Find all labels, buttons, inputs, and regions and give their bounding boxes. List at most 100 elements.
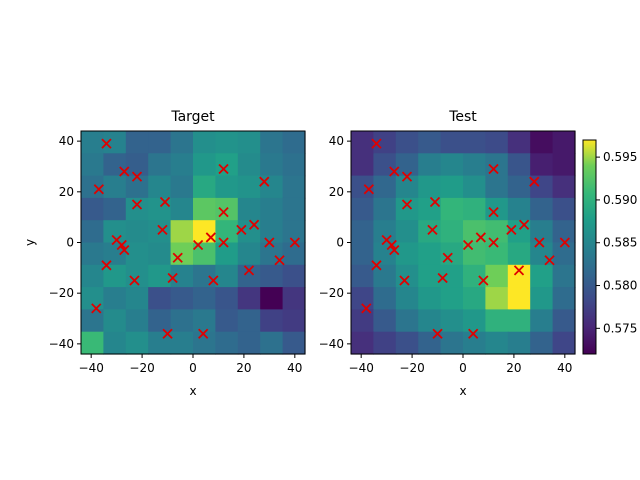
scatter-point (264, 237, 275, 248)
heatmap-cell (373, 220, 397, 244)
heatmap-cell (260, 331, 284, 355)
heatmap-cell (530, 197, 554, 221)
scatter-point (243, 265, 255, 276)
heatmap-cell (125, 131, 149, 154)
heatmap-cell (351, 242, 374, 266)
heatmap-cell (530, 175, 554, 199)
heatmap-cell (507, 242, 531, 266)
scatter-point (101, 260, 112, 271)
heatmap-cell (530, 331, 554, 355)
scatter-point (208, 275, 219, 286)
heatmap-cell (552, 264, 576, 288)
scatter-point (236, 224, 247, 235)
heatmap-cell (125, 309, 149, 333)
heatmap-cell (463, 175, 486, 199)
heatmap-cell (148, 131, 172, 154)
heatmap-cell (170, 220, 194, 244)
heatmap-cell (351, 131, 374, 154)
heatmap-cell (282, 287, 306, 310)
colorbar-tick-label: 0.575 (603, 321, 637, 335)
heatmap-cell (530, 131, 554, 154)
heatmap-cell (282, 309, 306, 333)
heatmap-cell (530, 264, 554, 288)
scatter-point (159, 196, 171, 208)
heatmap-cell (103, 264, 127, 288)
scatter-point (167, 272, 178, 284)
heatmap-cell (440, 309, 464, 333)
heatmap-cell (81, 153, 104, 177)
scatter-point (363, 184, 374, 195)
heatmap-cell (103, 220, 127, 244)
heatmap-cell (125, 287, 149, 310)
heatmap-cell (237, 331, 261, 355)
target-panel: Target −40 −20 0 20 40 −40 −20 0 20 40 x y (23, 109, 306, 398)
scatter-point (371, 260, 382, 271)
heatmap-cell (440, 197, 464, 221)
x-tick-label: −40 (79, 361, 104, 375)
heatmap-cell (282, 264, 306, 288)
heatmap-cell (103, 331, 127, 355)
heatmap-cell (463, 264, 486, 288)
heatmap-cell (260, 153, 284, 177)
heatmap-cell (395, 242, 419, 266)
test-title: Test (448, 109, 477, 125)
heatmap-cell (395, 264, 419, 288)
y-tick-label: 20 (329, 185, 344, 199)
scatter-point (534, 237, 545, 248)
heatmap-cell (395, 197, 419, 221)
heatmap-cell (552, 153, 576, 177)
heatmap-cell (237, 153, 261, 177)
heatmap-cell (81, 331, 104, 355)
heatmap-cell (440, 153, 464, 177)
scatter-point (131, 199, 143, 210)
scatter-point (131, 171, 143, 182)
scatter-point (192, 239, 204, 251)
heatmap-cell (260, 287, 284, 310)
scatter-point (437, 272, 448, 284)
heatmap-cell (552, 197, 576, 221)
heatmap-cell (395, 309, 419, 333)
heatmap-cell (351, 331, 374, 355)
heatmap-cell (485, 287, 509, 310)
heatmap-cell (215, 287, 239, 310)
heatmap-cell (351, 220, 374, 244)
heatmap-cell (440, 220, 464, 244)
heatmap-cell (81, 242, 104, 266)
heatmap-cell (193, 309, 216, 333)
heatmap-cell (170, 153, 194, 177)
heatmap-cell (148, 287, 172, 310)
y-tick-label: 20 (59, 185, 74, 199)
y-tick-label: 40 (329, 134, 344, 148)
heatmap-cell (170, 287, 194, 310)
heatmap-cell (373, 309, 397, 333)
heatmap-cell (552, 287, 576, 310)
heatmap-cell (373, 264, 397, 288)
heatmap-cell (193, 287, 216, 310)
heatmap-cell (148, 175, 172, 199)
test-xlabel: x (459, 384, 466, 398)
scatter-point (119, 244, 130, 256)
scatter-point (218, 206, 229, 218)
heatmap-cell (103, 287, 127, 310)
heatmap-cell (418, 131, 442, 154)
heatmap-cell (282, 331, 306, 355)
heatmap-cell (507, 331, 531, 355)
colorbar-gradient (583, 140, 596, 354)
scatter-point (506, 224, 517, 235)
colorbar: 0.575 0.580 0.585 0.590 0.595 (582, 139, 637, 355)
heatmap-cell (125, 175, 149, 199)
y-tick-label: −40 (319, 337, 344, 351)
heatmap-cell (148, 153, 172, 177)
heatmap-cell (148, 242, 172, 266)
heatmap-cell (485, 131, 509, 154)
heatmap-cell (351, 309, 374, 333)
y-tick-label: 40 (59, 134, 74, 148)
heatmap-cell (81, 197, 104, 221)
heatmap-cell (237, 197, 261, 221)
heatmap-cell (485, 242, 509, 266)
target-heatmap (81, 131, 306, 355)
scatter-point (198, 328, 209, 339)
heatmap-cell (148, 331, 172, 355)
x-tick-label: −20 (129, 361, 154, 375)
heatmap-cell (103, 197, 127, 221)
